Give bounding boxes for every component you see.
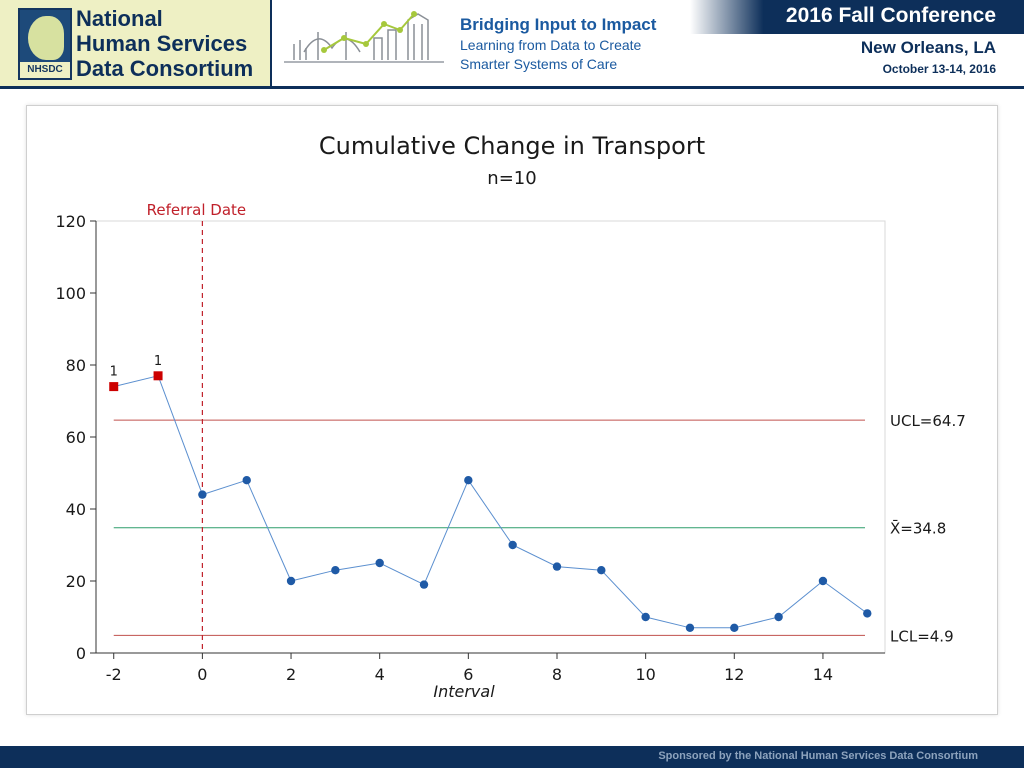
tagline-title: Bridging Input to Impact: [460, 15, 657, 34]
footer-sponsor-text: Sponsored by the National Human Services…: [658, 750, 978, 762]
data-point: [331, 566, 340, 575]
plot-area-frame: [95, 220, 886, 654]
conference-city: New Orleans, LA: [860, 38, 996, 57]
data-point: [508, 540, 517, 550]
y-tick-label: 20: [66, 572, 86, 591]
logo-line-2: Human Services: [76, 31, 248, 56]
y-tick-label: 100: [55, 284, 86, 303]
x-tick-label: 14: [813, 665, 833, 684]
data-point: [464, 476, 473, 485]
logo-line-1: National: [76, 6, 163, 31]
control-limit-label: LCL=4.9: [890, 627, 954, 645]
chart-subtitle: n=10: [487, 168, 536, 189]
x-tick-label: 10: [635, 665, 655, 684]
logo-text: National Human Services Data Consortium: [76, 6, 253, 81]
data-point: [242, 476, 251, 485]
tagline-line-1: Learning from Data to Create: [460, 37, 642, 53]
control-chart: Cumulative Change in Transport n=10 UCL=…: [55, 132, 966, 701]
y-tick-label: 0: [76, 644, 86, 663]
data-point: [286, 576, 296, 586]
conference-tagline: Bridging Input to Impact Learning from D…: [460, 14, 656, 74]
data-point: [597, 566, 606, 575]
x-tick-label: -2: [106, 665, 122, 684]
y-tick-label: 40: [66, 500, 86, 519]
chart-title: Cumulative Change in Transport: [319, 132, 705, 160]
data-point: [375, 558, 384, 568]
data-point: [863, 609, 872, 618]
control-limit-label: UCL=64.7: [890, 412, 966, 430]
y-tick-label: 80: [66, 356, 86, 375]
x-tick-label: 0: [197, 665, 207, 684]
conference-dates: October 13-14, 2016: [882, 62, 996, 76]
data-point: [730, 623, 739, 632]
y-tick-label: 120: [55, 212, 86, 231]
logo: NHSDC National Human Services Data Conso…: [0, 0, 272, 86]
slide-header: NHSDC National Human Services Data Conso…: [0, 0, 1024, 90]
y-tick-label: 60: [66, 428, 86, 447]
data-point: [419, 580, 429, 589]
data-point: [641, 612, 650, 622]
x-tick-label: 6: [463, 665, 473, 684]
test-failure-label: 1: [154, 354, 162, 369]
test-failure-label: 1: [110, 365, 118, 380]
x-tick-label: 4: [375, 665, 385, 684]
x-axis-label: Interval: [433, 682, 495, 701]
header-divider: [0, 86, 1024, 89]
out-of-control-point: [109, 382, 119, 392]
logo-line-3: Data Consortium: [76, 56, 254, 81]
x-tick-label: 2: [286, 665, 296, 684]
logo-emblem-icon: NHSDC: [18, 8, 72, 80]
data-point: [685, 623, 695, 632]
data-point: [552, 562, 562, 571]
series-line: [113, 375, 868, 629]
conference-banner: 2016 Fall Conference: [690, 0, 1024, 34]
conference-title: 2016 Fall Conference: [785, 4, 996, 27]
data-point: [198, 490, 207, 499]
out-of-control-point: [153, 371, 163, 381]
tagline-line-2: Smarter Systems of Care: [460, 56, 618, 72]
chart-panel: Cumulative Change in Transport n=10 UCL=…: [26, 105, 998, 715]
logo-abbreviation: NHSDC: [20, 62, 70, 78]
referral-date-label: Referral Date: [147, 201, 247, 219]
control-limit-label: X̄=34.8: [890, 519, 946, 538]
data-point: [818, 576, 828, 586]
data-point: [774, 612, 783, 622]
x-tick-label: 8: [552, 665, 562, 684]
slide-footer: Sponsored by the National Human Services…: [0, 746, 1024, 768]
city-skyline-icon: [284, 11, 444, 63]
x-tick-label: 12: [724, 665, 744, 684]
